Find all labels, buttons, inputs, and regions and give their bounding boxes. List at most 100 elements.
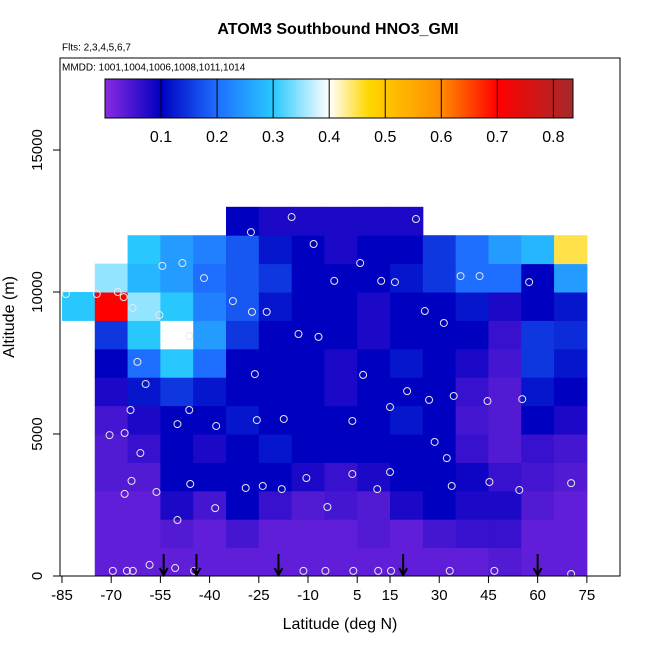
heat-cell: [291, 206, 325, 236]
heat-cell: [488, 462, 522, 492]
sample-point: [113, 288, 122, 297]
heat-cell: [127, 519, 161, 549]
sample-point: [185, 406, 194, 415]
heat-cell: [225, 377, 260, 407]
sample-point: [126, 406, 135, 415]
heat-cell: [324, 206, 358, 236]
heat-cell: [455, 462, 489, 492]
heat-cell: [94, 292, 129, 321]
heat-cell: [390, 206, 424, 236]
heat-cell: [455, 320, 489, 350]
arrow-head: [273, 567, 284, 578]
heat-cell: [94, 320, 129, 350]
heat-cell: [455, 292, 489, 321]
heat-cell: [324, 263, 358, 293]
x-tick-label: 75: [579, 587, 596, 604]
heat-cell: [324, 235, 358, 265]
heat-cell: [324, 434, 358, 463]
heat-cell: [521, 348, 555, 378]
sample-point: [228, 297, 237, 306]
sample-point: [515, 485, 524, 494]
heat-cell: [390, 519, 424, 549]
heat-cell: [488, 348, 522, 378]
heat-cell: [521, 377, 555, 407]
heat-cell: [521, 235, 555, 265]
sample-point: [425, 395, 434, 404]
sample-point: [186, 479, 195, 488]
heat-cell: [193, 377, 227, 407]
heat-cell: [160, 263, 194, 293]
heat-cell: [291, 348, 325, 378]
plot-frame: [59, 57, 621, 577]
heat-cell: [225, 235, 260, 265]
heat-cell: [488, 434, 522, 463]
sample-point: [200, 274, 209, 283]
heat-cell: [258, 235, 293, 265]
heat-cell: [422, 547, 457, 577]
sample-point: [567, 479, 576, 488]
heat-cell: [160, 434, 194, 463]
heat-cell: [225, 320, 260, 350]
chart-title: ATOM3 Southbound HNO3_GMI: [217, 21, 458, 38]
heat-cell: [521, 405, 555, 435]
sample-point: [252, 416, 261, 425]
heat-cell: [193, 519, 227, 549]
heat-cell: [193, 490, 227, 520]
colorbar-tick-label: 0.6: [430, 129, 452, 146]
heat-cell: [455, 348, 489, 378]
overlay: [61, 213, 576, 579]
heat-cell: [357, 490, 391, 520]
heat-cell: [357, 206, 391, 236]
heat-cell: [422, 235, 457, 265]
profile-arrow: [398, 554, 409, 578]
heat-cell: [422, 263, 457, 293]
heat-cell: [455, 405, 489, 435]
heat-cell: [521, 263, 555, 293]
heat-cell: [422, 405, 457, 435]
x-axis-label: Latitude (deg N): [283, 616, 398, 633]
heat-cell: [357, 462, 391, 492]
heat-cell: [357, 292, 391, 321]
profile-arrow: [191, 554, 202, 578]
y-axis-label: Altitude (m): [1, 276, 18, 358]
heat-cell: [258, 377, 293, 407]
heat-cell: [390, 263, 424, 293]
sample-point: [119, 293, 128, 302]
sample-point: [430, 437, 439, 446]
subtitle: Flts: 2,3,4,5,6,7: [62, 43, 131, 54]
heat-cell: [554, 405, 588, 435]
heat-cell: [193, 292, 227, 321]
heat-cell: [61, 292, 96, 321]
heat-cell: [357, 377, 391, 407]
y-tick-label: 0: [29, 572, 46, 580]
heat-cell: [94, 434, 129, 463]
heat-cell: [258, 490, 293, 520]
heat-cell: [390, 377, 424, 407]
heat-cell: [225, 292, 260, 321]
heat-cell: [488, 519, 522, 549]
heat-cell: [258, 320, 293, 350]
heat-cell: [324, 292, 358, 321]
heat-cell: [193, 462, 227, 492]
heat-cell: [455, 377, 489, 407]
heat-cell: [160, 490, 194, 520]
sample-point: [356, 259, 365, 268]
sample-point: [136, 449, 145, 458]
x-tick-label: -55: [150, 587, 172, 604]
sample-point: [127, 476, 136, 485]
heat-cell: [127, 434, 161, 463]
arrow-head: [158, 567, 169, 578]
heat-cell: [357, 263, 391, 293]
x-tick-label: 15: [382, 587, 399, 604]
heat-cell: [521, 320, 555, 350]
heat-cell: [488, 292, 522, 321]
profile-arrow: [158, 554, 169, 578]
heat-cell: [521, 462, 555, 492]
heat-cell: [422, 292, 457, 321]
heat-cell: [225, 519, 260, 549]
sample-point: [321, 566, 330, 575]
sample-point: [447, 481, 456, 490]
heat-cell: [521, 292, 555, 321]
sample-point: [420, 307, 429, 316]
sample-point: [92, 289, 101, 298]
